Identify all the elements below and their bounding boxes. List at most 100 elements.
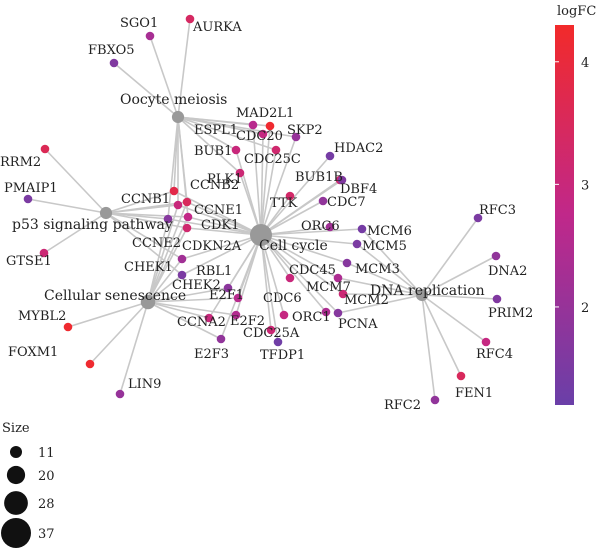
gene-node-E2F1 (233, 293, 243, 303)
edge-oocyte-FBXO5 (113, 62, 179, 118)
edge-dnarep-MCM7 (337, 277, 423, 296)
size-legend-dot-2 (4, 491, 28, 515)
edge-senescence-MYBL2 (67, 301, 149, 328)
gene-label-CDC25C: CDC25C (244, 152, 301, 167)
size-legend-label-1: 20 (38, 469, 55, 484)
color-tick-label-2: 2 (581, 301, 589, 316)
gene-label-ORC6: ORC6 (301, 219, 340, 234)
gene-label-CCNB1: CCNB1 (121, 192, 170, 207)
edge-p53-GTSE1 (43, 212, 107, 254)
gene-node-ESPL1 (248, 120, 258, 130)
term-label-senescence: Cellular senescence (44, 288, 186, 304)
edge-dnarep-RFC4 (421, 294, 487, 343)
edge-cellcycle-DBF4 (260, 179, 343, 236)
gene-node-PCNA (333, 308, 343, 318)
gene-label-E2F3: E2F3 (194, 347, 229, 362)
color-tick-label-0: 4 (581, 56, 589, 71)
size-legend-dot-1 (6, 465, 26, 485)
term-label-oocyte: Oocyte meiosis (120, 92, 227, 108)
gene-label-GTSE1: GTSE1 (6, 254, 52, 269)
term-node-senescence (140, 294, 156, 310)
gene-node-CCNA2 (204, 313, 214, 323)
gene-node-CDKN2A (182, 223, 192, 233)
edge-cellcycle-CCNB1 (177, 204, 262, 236)
gene-label-SGO1: SGO1 (120, 16, 158, 31)
edge-cellcycle-CDC25C (260, 149, 277, 236)
edge-cellcycle-MAD2L1 (260, 125, 271, 236)
gene-label-RRM2: RRM2 (0, 155, 41, 170)
gene-label-FBXO5: FBXO5 (88, 43, 135, 58)
edge-cellcycle-ORC1 (260, 234, 327, 313)
edge-dnarep-RFC2 (421, 294, 436, 401)
edge-cellcycle-CCNE1 (186, 201, 262, 236)
edge-dnarep-MCM6 (361, 228, 423, 296)
gene-node-MCM2 (338, 289, 348, 299)
gene-label-CCNA2: CCNA2 (177, 315, 226, 330)
term-node-oocyte (171, 110, 185, 124)
edge-cellcycle-PCNA (260, 234, 339, 314)
edge-senescence-CCNB1 (147, 204, 179, 303)
gene-node-CCNB2 (169, 186, 179, 196)
term-node-p53 (99, 206, 113, 220)
edge-senescence-FOXM1 (89, 301, 149, 365)
gene-node-E2F3 (216, 334, 226, 344)
gene-node-CDK1 (183, 212, 193, 222)
gene-label-AURKA: AURKA (192, 20, 242, 35)
edge-senescence-RBL1 (147, 287, 229, 303)
gene-label-CCNE1: CCNE1 (194, 203, 243, 218)
gene-node-SGO1 (145, 31, 155, 41)
gene-label-MYBL2: MYBL2 (18, 309, 66, 324)
edge-cellcycle-CDKN2A (186, 227, 262, 236)
edge-cellcycle-MCM6 (260, 228, 363, 236)
gene-label-E2F1: E2F1 (209, 288, 244, 303)
gene-node-RFC3 (473, 213, 483, 223)
gene-node-MYBL2 (63, 322, 73, 332)
edge-cellcycle-SKP2 (260, 136, 297, 236)
gene-node-MCM3 (342, 258, 352, 268)
edge-dnarep-MCM3 (346, 262, 423, 296)
edge-p53-CHEK2 (105, 212, 183, 276)
edge-cellcycle-CHEK2 (181, 234, 262, 276)
size-legend-dot-0 (10, 446, 22, 458)
gene-label-CDKN2A: CDKN2A (182, 239, 242, 254)
gene-node-ORC6 (325, 222, 335, 232)
edge-senescence-CCNA2 (147, 301, 210, 319)
gene-label-CHEK1: CHEK1 (124, 260, 173, 275)
gene-label-MCM5: MCM5 (362, 239, 407, 254)
edge-cellcycle-CCNA2 (208, 234, 262, 319)
edge-p53-CCNB2 (105, 190, 175, 214)
edge-cellcycle-E2F3 (220, 234, 262, 340)
edge-oocyte-CCNE2 (167, 116, 179, 220)
edge-oocyte-PLK1 (177, 116, 241, 174)
size-legend-items: 11 20 28 37 (1, 446, 55, 548)
gene-node-CDC25C (271, 145, 281, 155)
gene-label-MCM2: MCM2 (344, 293, 389, 308)
gene-node-PRIM2 (492, 294, 502, 304)
edge-cellcycle-CDC20 (260, 133, 264, 236)
edge-p53-RRM2 (44, 148, 107, 214)
size-legend-label-3: 37 (38, 527, 55, 542)
edge-oocyte-CDC25C (177, 116, 277, 151)
edge-cellcycle-MCM2 (260, 234, 344, 295)
gene-node-DBF4 (337, 175, 347, 185)
gene-node-FOXM1 (85, 359, 95, 369)
gene-node-HDAC2 (325, 151, 335, 161)
gene-label-ESPL1: ESPL1 (194, 123, 238, 138)
edge-senescence-CCNE1 (147, 201, 188, 303)
labels-layer: Oocyte meiosis p53 signaling pathway Cell … (0, 16, 533, 413)
gene-node-MAD2L1 (265, 121, 275, 131)
edge-dnarep-MCM5 (356, 243, 423, 296)
gene-node-CCNE1 (182, 197, 192, 207)
gene-label-ORC1: ORC1 (292, 310, 331, 325)
gene-label-MCM6: MCM6 (367, 224, 412, 239)
gene-node-RRM2 (40, 144, 50, 154)
gene-label-LIN9: LIN9 (128, 377, 161, 392)
edge-p53-CCNE1 (105, 201, 188, 214)
gene-node-LIN9 (115, 389, 125, 399)
edge-oocyte-AURKA (177, 18, 191, 118)
gene-label-PLK1: PLK1 (207, 172, 242, 187)
edge-senescence-E2F2 (147, 301, 237, 316)
gene-node-PLK1 (235, 168, 245, 178)
edge-senescence-LIN9 (119, 301, 149, 395)
gene-node-RFC2 (430, 395, 440, 405)
